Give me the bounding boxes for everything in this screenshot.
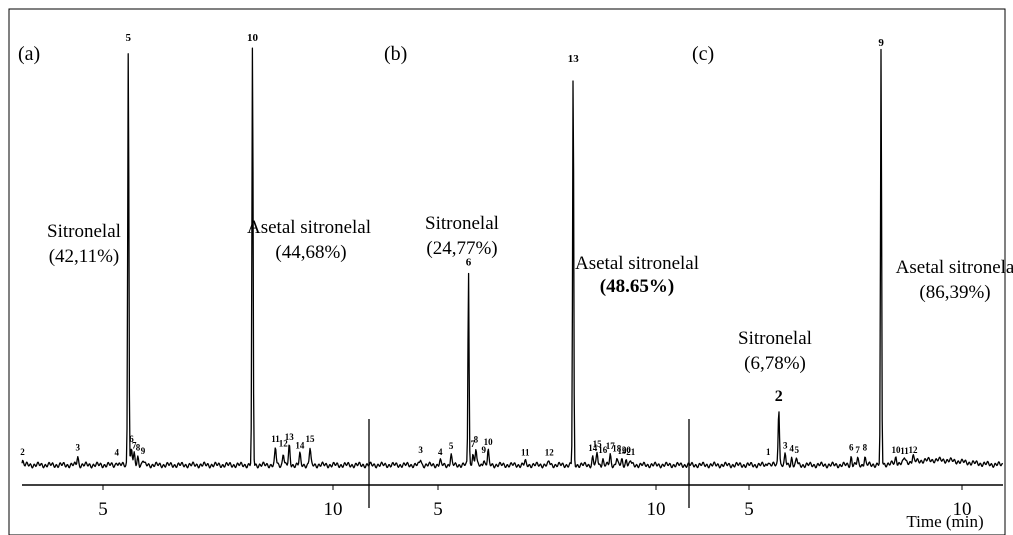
annotation-b-sitronelal-percent: (24,77%)	[426, 238, 497, 259]
panel-label-a: (a)	[18, 43, 40, 65]
annotation-c-asetal-percent: (86,39%)	[919, 282, 990, 303]
annotation-a-sitronelal: Sitronelal	[47, 221, 121, 242]
peak-label-b-5: 5	[449, 441, 454, 451]
trace-panel-b	[368, 80, 689, 469]
x-tick-label-b-10: 10	[647, 499, 666, 520]
peak-label-a-3: 3	[75, 443, 80, 453]
annotation-a-asetal-percent: (44,68%)	[275, 242, 346, 263]
peak-label-b-11: 11	[521, 448, 530, 458]
peak-label-a-8: 8	[136, 443, 141, 453]
annotation-a-asetal: Asetal sitronelal	[247, 217, 371, 238]
peak-label-b-15: 15	[593, 439, 603, 449]
peak-label-c-2: 2	[775, 388, 783, 405]
peak-label-a-11: 11	[271, 434, 280, 444]
peak-label-a-5: 5	[126, 32, 132, 44]
peak-label-b-19: 19	[618, 446, 628, 456]
peak-label-b-14: 14	[588, 443, 598, 453]
x-tick-label-c-5: 5	[744, 499, 754, 520]
peak-label-b-8: 8	[474, 435, 479, 445]
chromatogram-traces	[21, 47, 1004, 469]
peak-label-b-20: 20	[622, 445, 632, 455]
x-axis-ticks: 5 10 5 10 5 10	[98, 485, 972, 520]
peak-label-c-3: 3	[783, 441, 788, 451]
trace-panel-a	[21, 47, 369, 469]
x-tick-label-a-10: 10	[324, 499, 343, 520]
x-tick-label-a-5: 5	[98, 499, 108, 520]
panel-label-c: (c)	[692, 43, 714, 65]
peak-label-a-14: 14	[295, 441, 305, 451]
annotation-b-asetal: Asetal sitronelal	[575, 253, 699, 274]
peak-label-b-6: 6	[466, 257, 472, 269]
peak-label-c-11: 11	[900, 446, 909, 456]
peak-label-c-5: 5	[794, 445, 799, 455]
peak-label-b-17: 17	[606, 441, 616, 451]
annotation-b-sitronelal: Sitronelal	[425, 213, 499, 234]
peak-label-b-10: 10	[484, 437, 494, 447]
peak-label-c-1: 1	[766, 447, 771, 457]
peak-label-a-15: 15	[306, 434, 316, 444]
peak-label-c-10: 10	[892, 445, 902, 455]
peak-label-a-4: 4	[115, 448, 120, 458]
peak-label-a-10: 10	[247, 32, 259, 44]
peak-label-b-21: 21	[626, 447, 636, 457]
peak-label-b-7: 7	[471, 439, 476, 449]
x-tick-label-b-5: 5	[433, 499, 443, 520]
annotation-c-sitronelal: Sitronelal	[738, 328, 812, 349]
peak-label-b-13: 13	[568, 53, 580, 65]
trace-panel-c	[688, 48, 1004, 469]
figure-frame	[8, 8, 1006, 535]
peak-label-a-6: 6	[129, 434, 134, 444]
annotation-c-asetal: Asetal sitronela	[896, 257, 1013, 278]
peak-label-b-16: 16	[598, 445, 608, 455]
peak-label-c-9: 9	[878, 37, 884, 49]
peak-label-b-3: 3	[418, 445, 423, 455]
peak-label-b-18: 18	[612, 444, 622, 454]
peak-label-b-9: 9	[482, 445, 487, 455]
peak-label-c-4: 4	[789, 444, 794, 454]
x-tick-label-c-10: 10	[953, 499, 972, 520]
annotation-c-sitronelal-percent: (6,78%)	[744, 353, 806, 374]
peak-label-a-13: 13	[285, 432, 295, 442]
peak-label-a-2: 2	[20, 447, 25, 457]
peak-label-b-4: 4	[438, 447, 443, 457]
annotation-b-asetal-percent: (48.65%)	[600, 276, 674, 297]
peak-label-c-12: 12	[909, 445, 919, 455]
panel-label-b: (b)	[384, 43, 407, 65]
peak-label-a-12: 12	[279, 438, 289, 448]
annotation-a-sitronelal-percent: (42,11%)	[49, 246, 120, 267]
peak-label-c-8: 8	[863, 443, 868, 453]
peak-label-a-7: 7	[132, 441, 137, 451]
peak-label-c-6: 6	[849, 443, 854, 453]
x-axis-title: Time (min)	[906, 512, 983, 531]
peak-label-c-7: 7	[855, 445, 860, 455]
peak-label-a-9: 9	[141, 446, 146, 456]
peak-label-b-12: 12	[545, 448, 555, 458]
